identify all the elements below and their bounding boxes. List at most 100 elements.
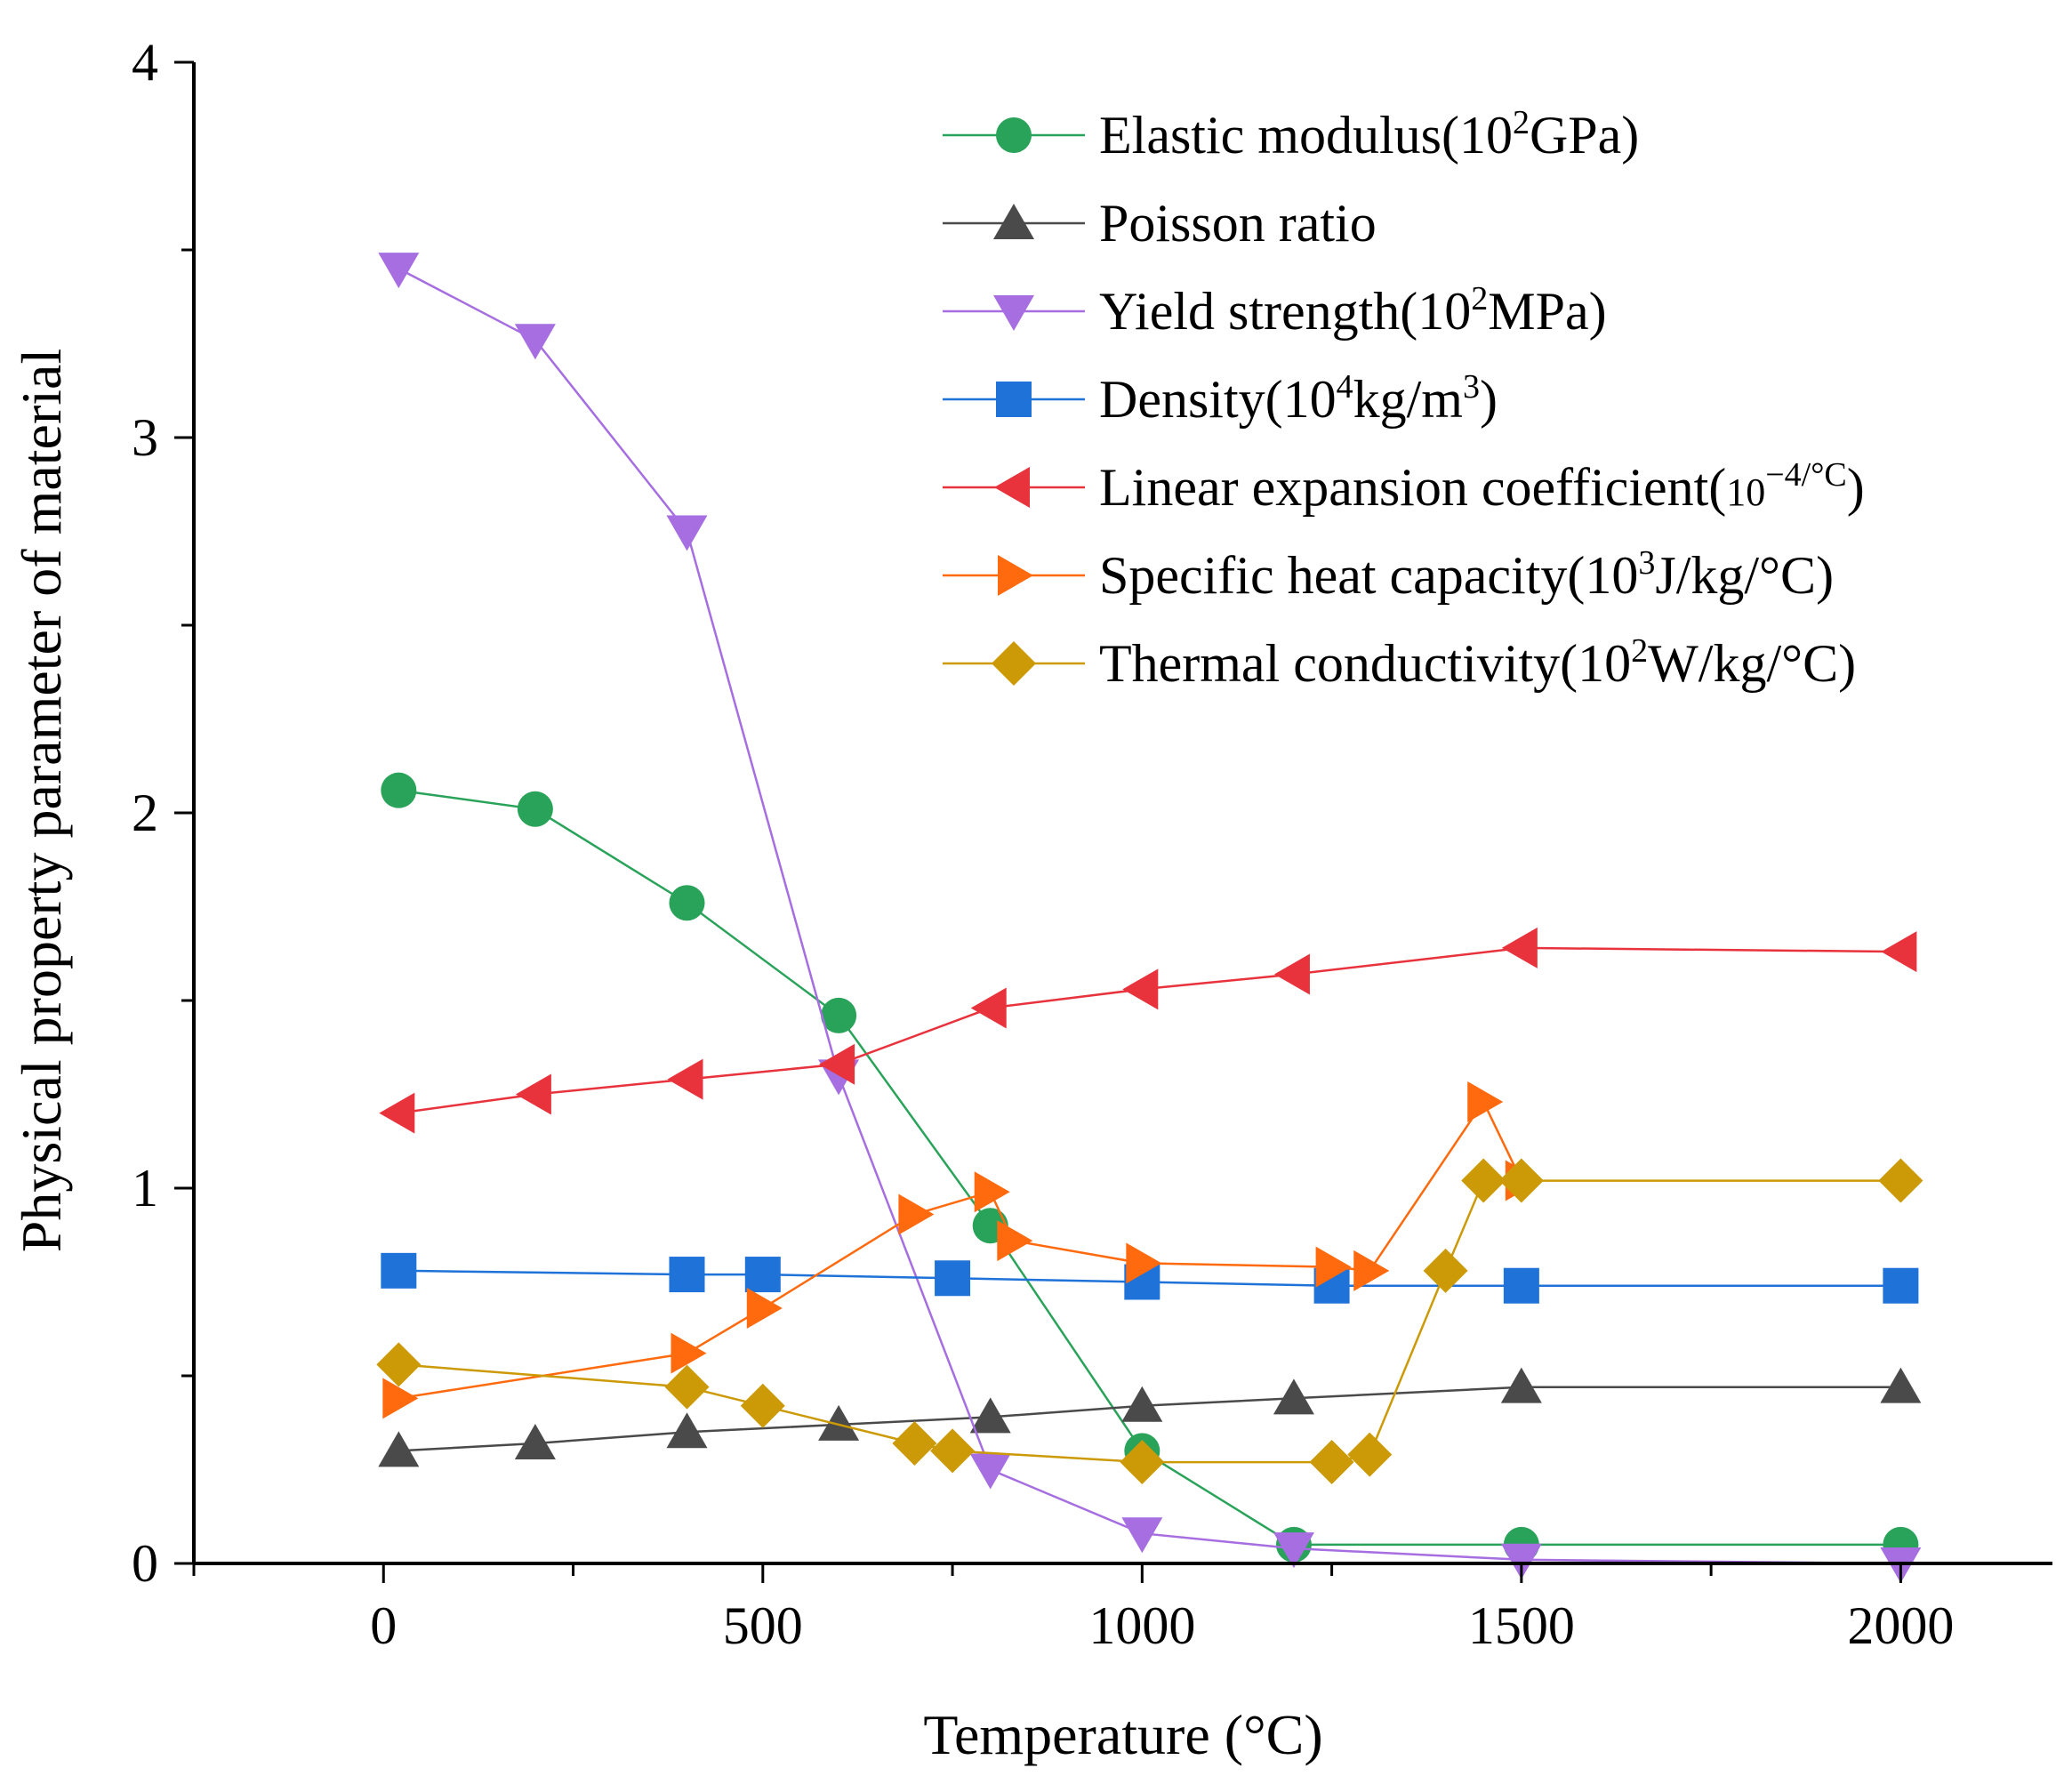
data-point bbox=[671, 1332, 707, 1374]
data-point bbox=[379, 1092, 415, 1134]
data-point bbox=[666, 515, 708, 551]
legend: Elastic modulus(102GPa) Poisson ratio Yiel… bbox=[943, 104, 1865, 693]
y-axis-title: Physical property parameter of material bbox=[10, 349, 73, 1252]
data-point bbox=[1500, 1543, 1542, 1579]
data-point bbox=[664, 1364, 710, 1410]
data-point bbox=[744, 1257, 781, 1293]
series-5 bbox=[379, 927, 1917, 1134]
data-point bbox=[1121, 1517, 1163, 1554]
series-4 bbox=[381, 1252, 1919, 1304]
legend-item: Specific heat capacity(103J/kg/°C) bbox=[943, 544, 1834, 605]
legend-marker bbox=[996, 117, 1032, 153]
legend-marker bbox=[994, 467, 1030, 508]
y-tick-label: 4 bbox=[132, 33, 158, 92]
legend-label: Linear expansion coefficient(10−4/°C) bbox=[1099, 456, 1865, 517]
data-point bbox=[1467, 1081, 1504, 1122]
axes-layer: 0 500 1000 1500 2000 0 1 2 3 4 bbox=[132, 33, 2052, 1655]
data-point bbox=[740, 1383, 785, 1428]
series-3 bbox=[378, 253, 1922, 1583]
legend-item: Yield strength(102MPa) bbox=[943, 280, 1607, 341]
data-point bbox=[1883, 1267, 1919, 1304]
legend-label: Density(104kg/m3) bbox=[1099, 368, 1498, 429]
legend-label: Yield strength(102MPa) bbox=[1099, 280, 1607, 341]
data-point bbox=[1353, 1250, 1390, 1291]
data-point bbox=[381, 1252, 417, 1289]
y-tick-label: 3 bbox=[132, 408, 158, 467]
data-point bbox=[819, 1043, 855, 1085]
series-1 bbox=[381, 772, 1919, 1563]
data-point bbox=[515, 1073, 551, 1115]
data-point bbox=[974, 1171, 1010, 1213]
legend-marker bbox=[993, 295, 1034, 331]
legend-marker bbox=[996, 382, 1032, 417]
data-point bbox=[892, 1420, 937, 1466]
legend-marker bbox=[992, 641, 1036, 686]
data-point bbox=[1500, 1367, 1542, 1403]
x-tick-label: 1000 bbox=[1088, 1596, 1195, 1655]
data-point bbox=[667, 1058, 703, 1100]
data-point bbox=[666, 1412, 708, 1449]
data-point bbox=[1121, 1386, 1163, 1422]
legend-item: Density(104kg/m3) bbox=[943, 368, 1498, 429]
data-point bbox=[378, 1431, 420, 1467]
y-tick-label: 0 bbox=[132, 1534, 158, 1593]
legend-item: Thermal conductivity(102W/kg/°C) bbox=[943, 632, 1856, 693]
data-point bbox=[669, 1257, 705, 1293]
data-point bbox=[1347, 1432, 1393, 1477]
data-point bbox=[514, 1423, 556, 1459]
series-line bbox=[398, 789, 1901, 1547]
legend-item: Elastic modulus(102GPa) bbox=[943, 104, 1639, 165]
data-point bbox=[821, 997, 857, 1033]
y-tick-label: 2 bbox=[132, 784, 158, 842]
legend-label: Thermal conductivity(102W/kg/°C) bbox=[1099, 632, 1856, 693]
legend-marker bbox=[993, 204, 1034, 239]
data-point bbox=[1880, 1367, 1922, 1403]
data-point bbox=[382, 1378, 419, 1419]
data-point bbox=[1498, 1158, 1544, 1203]
data-point bbox=[669, 885, 705, 921]
series-7 bbox=[376, 1158, 1923, 1485]
data-point bbox=[1273, 1532, 1314, 1569]
legend-marker bbox=[998, 555, 1033, 596]
data-point bbox=[1273, 1378, 1314, 1415]
legend-item: Linear expansion coefficient(10−4/°C) bbox=[943, 456, 1865, 517]
x-tick-label: 2000 bbox=[1847, 1596, 1954, 1655]
data-point bbox=[1122, 968, 1159, 1010]
data-point bbox=[746, 1288, 783, 1330]
series-2 bbox=[378, 1367, 1922, 1467]
data-point bbox=[1273, 953, 1310, 995]
data-point bbox=[1881, 931, 1917, 973]
data-point bbox=[376, 1342, 422, 1387]
data-point bbox=[514, 324, 556, 360]
data-point bbox=[970, 987, 1007, 1029]
series-line bbox=[398, 1099, 1523, 1400]
x-axis-title: Temperature (°C) bbox=[923, 1703, 1322, 1766]
legend-label: Poisson ratio bbox=[1099, 194, 1377, 253]
legend-label: Elastic modulus(102GPa) bbox=[1099, 104, 1639, 165]
data-point bbox=[1503, 1267, 1539, 1304]
y-tick-label: 1 bbox=[132, 1159, 158, 1217]
data-point bbox=[381, 772, 417, 808]
data-point bbox=[818, 1404, 860, 1441]
data-point bbox=[1315, 1246, 1352, 1288]
data-point bbox=[517, 791, 553, 827]
data-point bbox=[935, 1260, 971, 1297]
series-6 bbox=[382, 1081, 1541, 1419]
legend-label: Specific heat capacity(103J/kg/°C) bbox=[1099, 544, 1834, 605]
data-point bbox=[969, 1453, 1011, 1490]
data-point bbox=[1878, 1158, 1923, 1203]
data-point bbox=[969, 1397, 1011, 1434]
data-point bbox=[1309, 1440, 1354, 1485]
data-point bbox=[1126, 1242, 1162, 1284]
x-tick-label: 500 bbox=[723, 1596, 803, 1655]
x-tick-label: 0 bbox=[370, 1596, 397, 1655]
data-point bbox=[997, 1220, 1033, 1262]
data-point bbox=[1501, 927, 1538, 968]
data-point bbox=[1423, 1248, 1468, 1293]
data-point bbox=[1120, 1440, 1165, 1485]
data-point bbox=[898, 1193, 935, 1235]
data-point bbox=[378, 253, 420, 289]
series-line bbox=[398, 946, 1901, 1114]
legend-item: Poisson ratio bbox=[943, 194, 1377, 253]
